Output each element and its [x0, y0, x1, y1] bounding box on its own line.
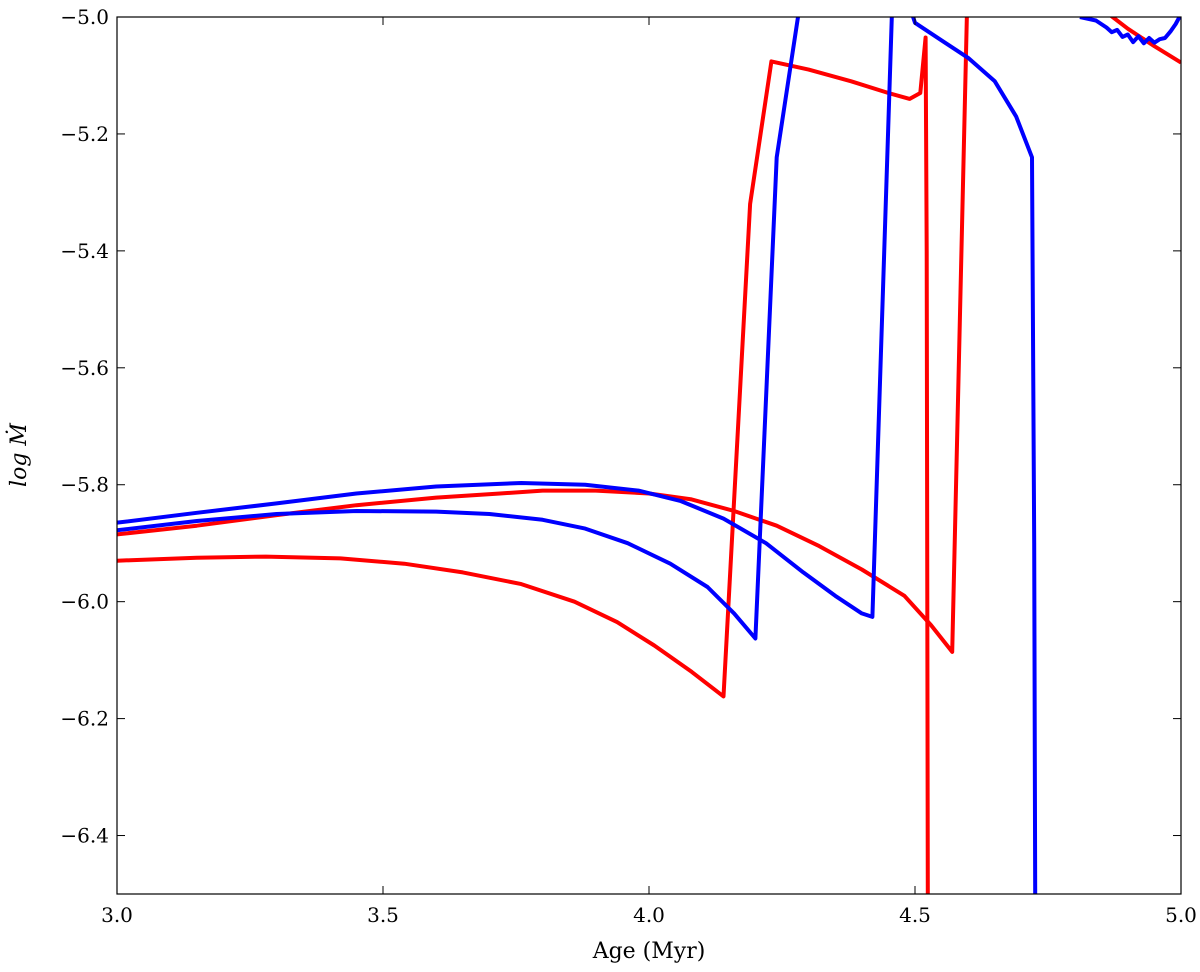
series-line-4: [117, 17, 1038, 894]
plot-frame: [116, 16, 1182, 895]
x-tick-label: 4.5: [899, 903, 931, 927]
tick-layer: 3.0 3.5 4.0 4.5 5.0 −5.0 −5.2 −5.4 −5.6 −5.8 −6.0 −…: [60, 5, 1196, 927]
series-line-1: [117, 35, 930, 894]
x-axis-label: Age (Myr): [592, 939, 706, 964]
y-tick-label: −5.8: [60, 473, 109, 497]
x-tick-label: 3.5: [367, 903, 399, 927]
y-axis-label: log Ṁ: [5, 423, 32, 487]
series-line-2: [117, 17, 1181, 654]
y-tick-label: −6.4: [60, 824, 109, 848]
series-line-3: [117, 17, 801, 641]
series-line-5: [1079, 17, 1181, 46]
y-tick-label: −5.0: [60, 5, 109, 29]
y-tick-label: −6.0: [60, 590, 109, 614]
x-tick-label: 5.0: [1165, 903, 1197, 927]
y-tick-label: −5.2: [60, 122, 109, 146]
x-tick-label: 3.0: [101, 903, 133, 927]
x-tick-label: 4.0: [633, 903, 665, 927]
series-layer: [117, 17, 1181, 894]
y-tick-label: −5.6: [60, 356, 109, 380]
y-tick-label: −5.4: [60, 239, 109, 263]
y-tick-label: −6.2: [60, 707, 109, 731]
